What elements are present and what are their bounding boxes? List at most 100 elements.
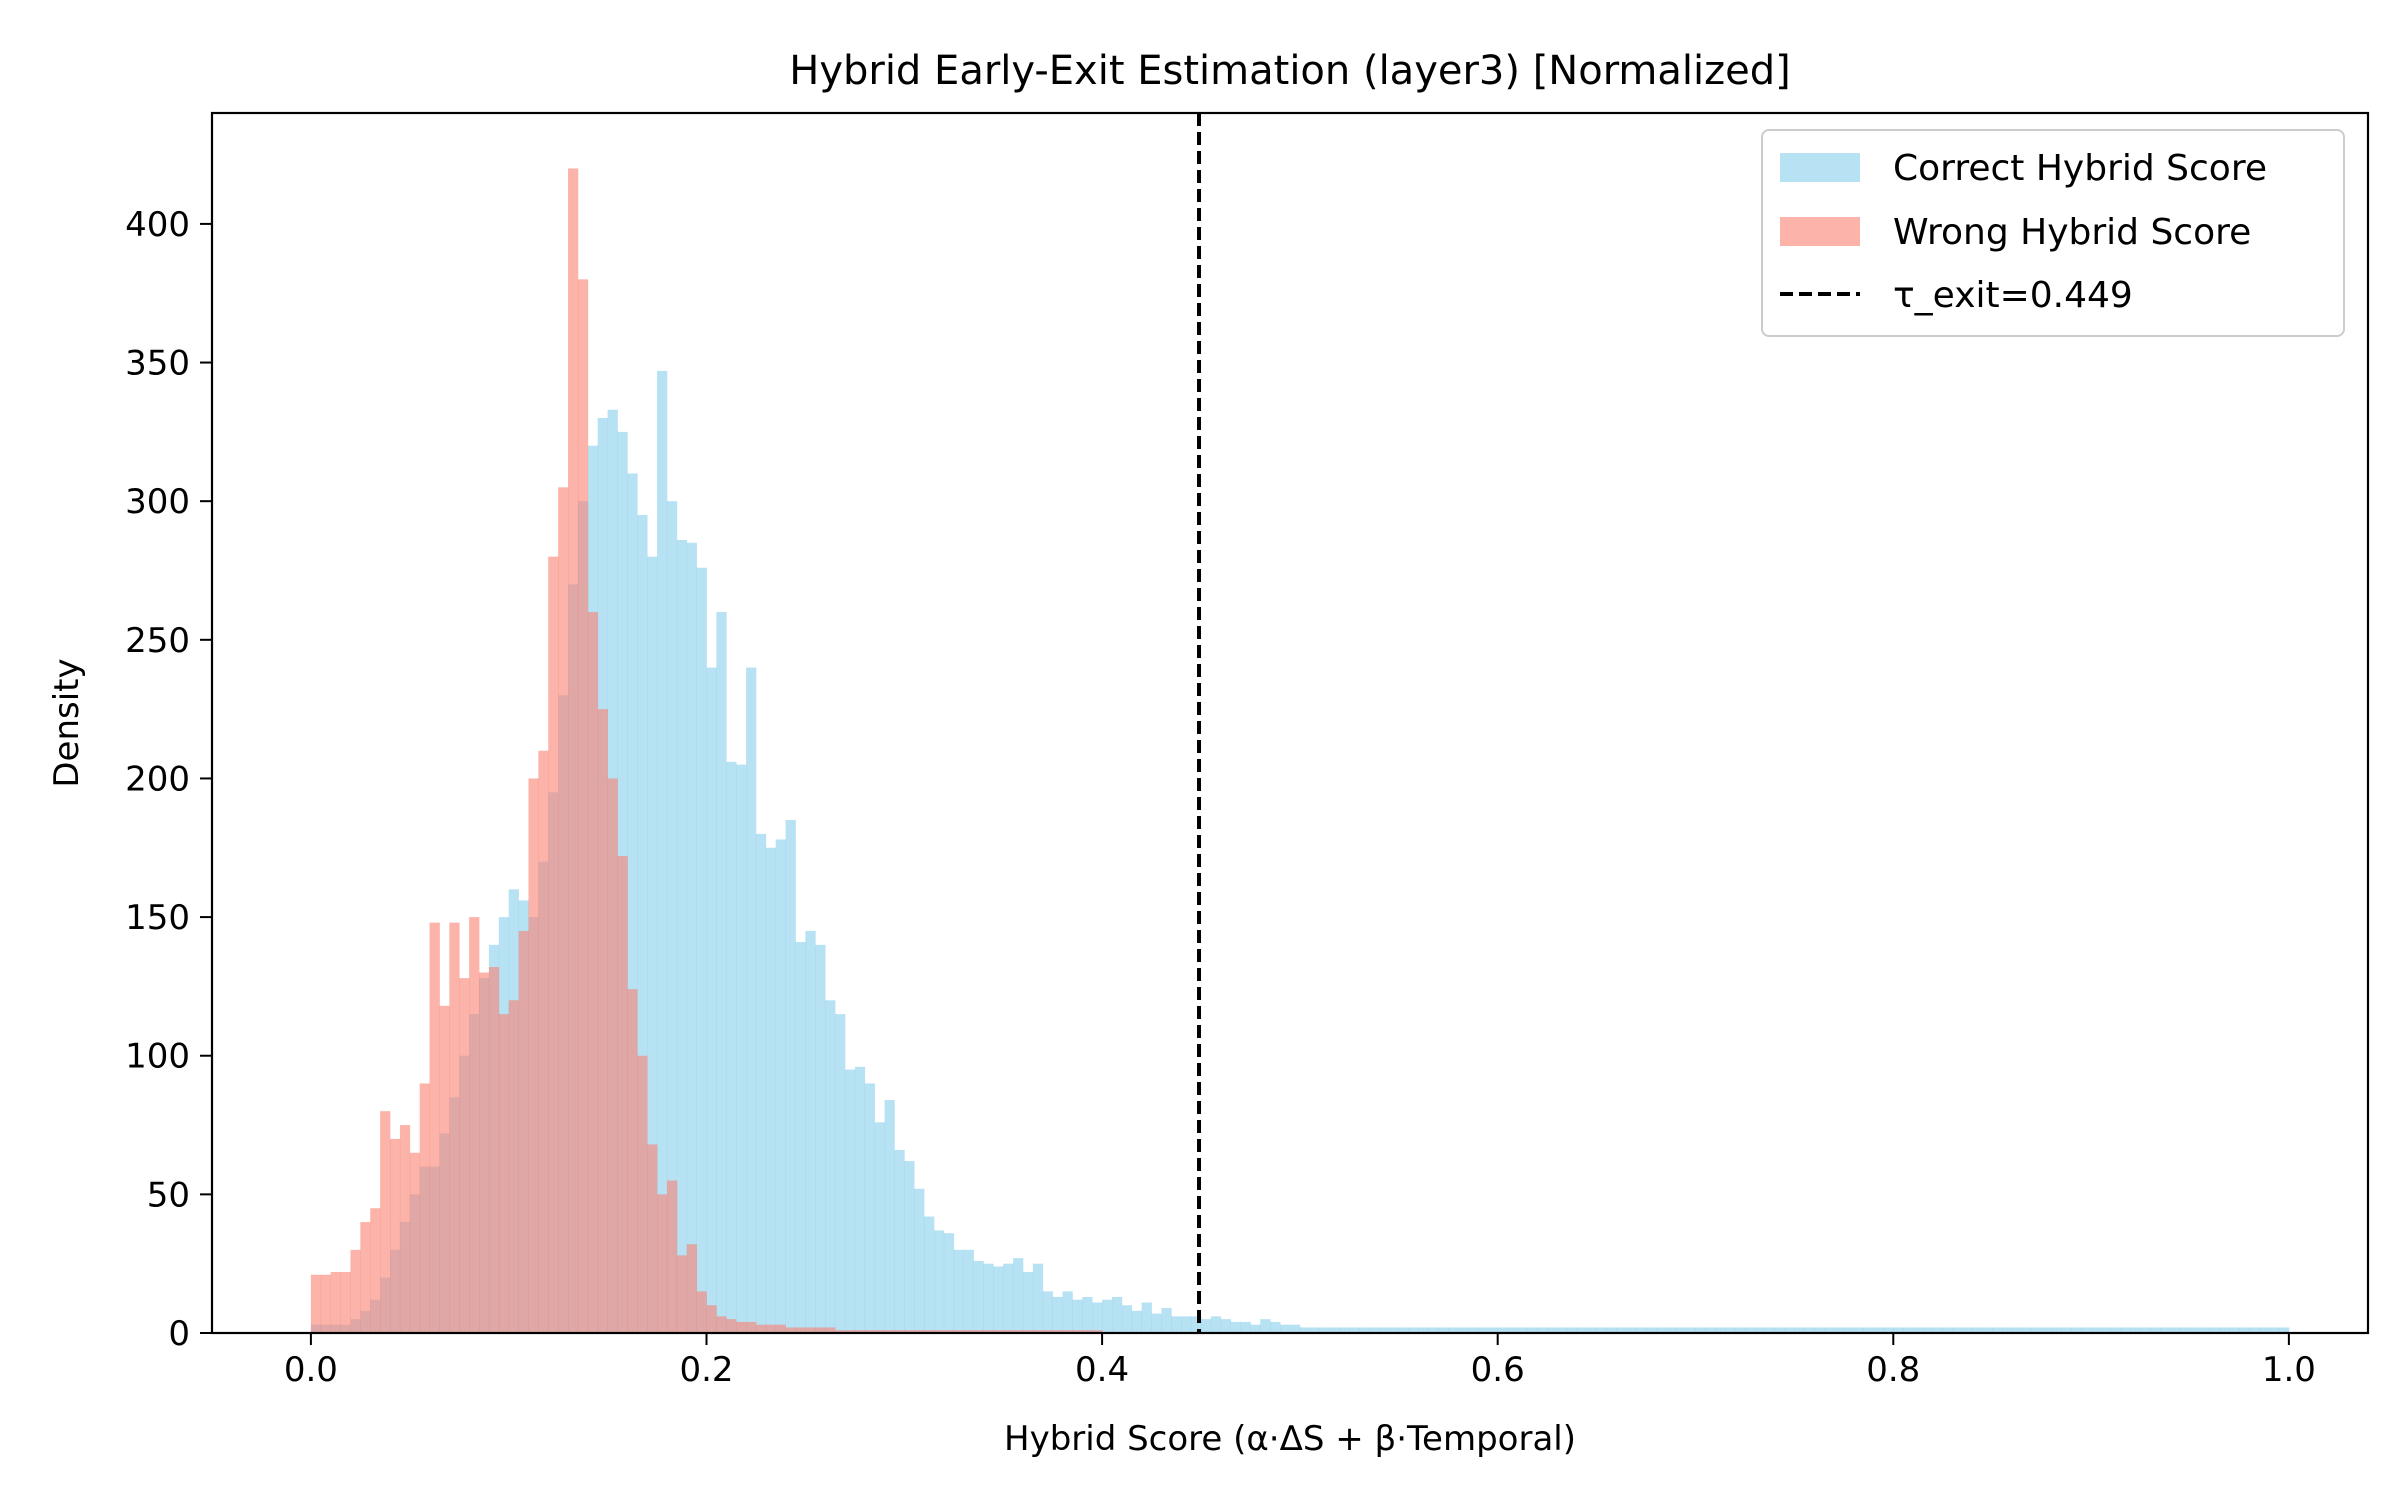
wrong-bar-63 xyxy=(933,1330,945,1333)
correct-bar-36 xyxy=(666,501,678,1333)
wrong-bar-64 xyxy=(943,1330,955,1333)
x-tick-label-1: 0.2 xyxy=(679,1350,733,1390)
correct-bar-141 xyxy=(1705,1327,1716,1333)
y-axis-label: Density xyxy=(47,658,87,787)
correct-bar-39 xyxy=(696,567,707,1333)
correct-bar-116 xyxy=(1458,1327,1469,1333)
correct-bar-170 xyxy=(1992,1327,2003,1333)
correct-bar-103 xyxy=(1329,1327,1340,1333)
wrong-bar-48 xyxy=(785,1327,796,1333)
wrong-bar-60 xyxy=(904,1330,915,1333)
wrong-bar-28 xyxy=(587,612,599,1333)
correct-bar-54 xyxy=(844,1069,856,1333)
correct-bar-111 xyxy=(1408,1327,1419,1333)
correct-bar-188 xyxy=(2170,1327,2181,1333)
correct-bar-159 xyxy=(1883,1327,1894,1333)
wrong-bar-52 xyxy=(825,1327,836,1333)
correct-bar-131 xyxy=(1606,1327,1617,1333)
wrong-bar-74 xyxy=(1042,1330,1053,1333)
x-tick-label-4: 0.8 xyxy=(1866,1350,1920,1390)
correct-bar-107 xyxy=(1369,1327,1380,1333)
correct-bar-106 xyxy=(1359,1327,1370,1333)
correct-bar-87 xyxy=(1171,1316,1182,1333)
wrong-bar-56 xyxy=(864,1330,875,1333)
legend-label-wrong: Wrong Hybrid Score xyxy=(1893,212,2251,253)
correct-bar-92 xyxy=(1220,1319,1232,1333)
correct-bar-80 xyxy=(1102,1299,1113,1333)
correct-bar-123 xyxy=(1527,1327,1538,1333)
correct-bar-165 xyxy=(1942,1327,1953,1333)
correct-bar-142 xyxy=(1715,1327,1726,1333)
correct-bar-84 xyxy=(1141,1302,1152,1333)
correct-bar-135 xyxy=(1646,1327,1657,1333)
wrong-bar-72 xyxy=(1022,1330,1034,1333)
correct-bar-65 xyxy=(953,1249,964,1333)
correct-bar-119 xyxy=(1487,1327,1499,1333)
wrong-bar-44 xyxy=(746,1321,757,1333)
correct-bar-126 xyxy=(1557,1327,1568,1333)
correct-bar-151 xyxy=(1804,1327,1815,1333)
wrong-bar-47 xyxy=(775,1324,786,1333)
wrong-bar-10 xyxy=(409,1152,421,1333)
wrong-bar-34 xyxy=(647,1144,658,1333)
wrong-bar-75 xyxy=(1052,1330,1063,1333)
x-tick-label-5: 1.0 xyxy=(2262,1350,2316,1390)
correct-bar-136 xyxy=(1655,1327,1667,1333)
plot-frame xyxy=(210,111,2370,1335)
correct-bar-38 xyxy=(686,542,697,1333)
wrong-bar-55 xyxy=(854,1330,866,1333)
correct-bar-172 xyxy=(2011,1327,2023,1333)
wrong-bar-78 xyxy=(1082,1330,1093,1333)
correct-bar-104 xyxy=(1339,1327,1350,1333)
x-tick-label-3: 0.6 xyxy=(1471,1350,1525,1390)
legend-label-threshold: τ_exit=0.449 xyxy=(1893,275,2133,316)
correct-bar-114 xyxy=(1438,1327,1449,1333)
x-tick-label-0: 0.0 xyxy=(284,1350,338,1390)
correct-bar-34 xyxy=(647,556,658,1333)
y-tick-label-7: 350 xyxy=(125,344,190,384)
wrong-bar-71 xyxy=(1013,1330,1024,1333)
legend-frame xyxy=(1761,129,2345,337)
correct-bar-127 xyxy=(1566,1327,1578,1333)
correct-bar-158 xyxy=(1873,1327,1884,1333)
correct-bar-147 xyxy=(1764,1327,1775,1333)
correct-bar-183 xyxy=(2120,1327,2131,1333)
wrong-bar-53 xyxy=(835,1330,846,1333)
wrong-bar-2 xyxy=(330,1272,341,1333)
correct-bar-55 xyxy=(854,1066,866,1333)
wrong-bar-40 xyxy=(706,1305,717,1333)
correct-bar-57 xyxy=(874,1122,885,1333)
wrong-bar-21 xyxy=(518,930,529,1333)
correct-bar-41 xyxy=(716,612,727,1333)
correct-bar-37 xyxy=(676,540,688,1333)
correct-bar-121 xyxy=(1507,1327,1518,1333)
correct-bar-164 xyxy=(1932,1327,1944,1333)
correct-bar-63 xyxy=(933,1230,945,1333)
correct-bar-161 xyxy=(1903,1327,1914,1333)
correct-bar-198 xyxy=(2269,1327,2280,1333)
correct-bar-117 xyxy=(1468,1327,1479,1333)
correct-bar-43 xyxy=(736,764,747,1333)
correct-bar-132 xyxy=(1616,1327,1627,1333)
wrong-bar-65 xyxy=(953,1330,964,1333)
wrong-bar-35 xyxy=(657,1194,668,1333)
wrong-bar-0 xyxy=(310,1274,322,1333)
y-tick-label-2: 100 xyxy=(125,1037,190,1077)
correct-bar-98 xyxy=(1280,1324,1291,1333)
correct-bar-193 xyxy=(2219,1327,2230,1333)
wrong-bar-50 xyxy=(805,1327,816,1333)
wrong-bar-19 xyxy=(498,1014,510,1333)
correct-bar-61 xyxy=(914,1188,925,1333)
correct-bar-153 xyxy=(1824,1327,1835,1333)
wrong-bar-66 xyxy=(963,1330,974,1333)
correct-bar-190 xyxy=(2189,1327,2201,1333)
wrong-bar-23 xyxy=(538,750,549,1333)
wrong-bar-24 xyxy=(548,556,559,1333)
correct-bar-196 xyxy=(2249,1327,2260,1333)
correct-bar-152 xyxy=(1814,1327,1825,1333)
wrong-bar-17 xyxy=(479,972,490,1333)
correct-bar-176 xyxy=(2051,1327,2062,1333)
correct-bar-100 xyxy=(1299,1327,1311,1333)
correct-bar-71 xyxy=(1013,1258,1024,1333)
correct-bar-130 xyxy=(1596,1327,1607,1333)
